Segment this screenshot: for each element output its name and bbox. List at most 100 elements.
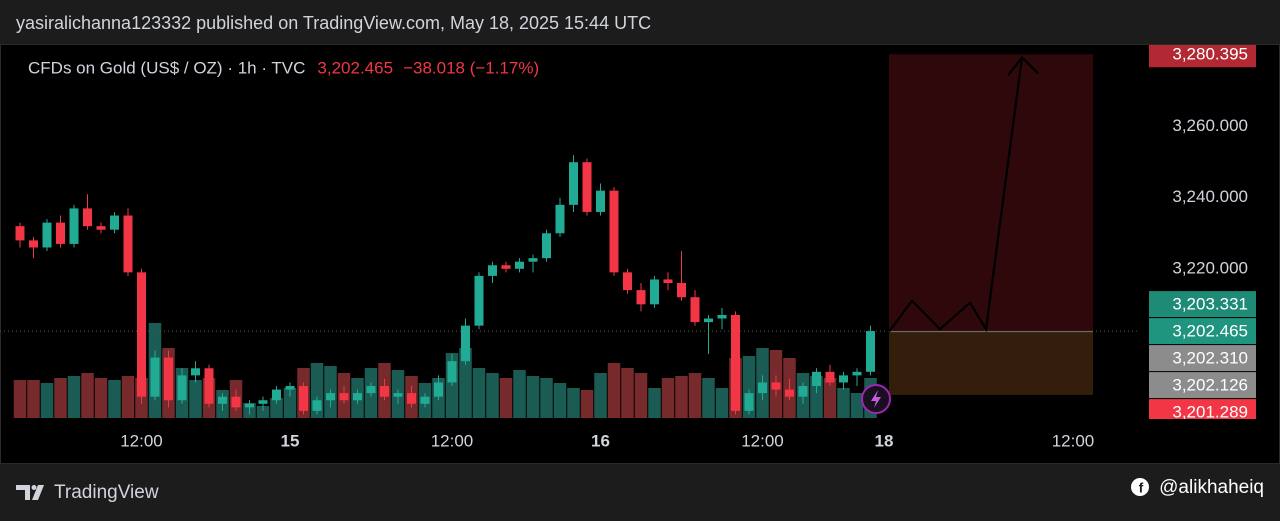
candle-body — [69, 208, 79, 244]
volume-bar — [13, 380, 27, 418]
candle-body — [866, 331, 875, 372]
candle-body — [393, 393, 403, 397]
logo-shape — [16, 485, 44, 500]
volume-bar — [486, 373, 499, 418]
candle-body — [447, 361, 457, 383]
candle-body — [663, 279, 673, 284]
candle-body — [596, 190, 605, 212]
volume-bar — [94, 378, 108, 418]
volume-bar — [580, 390, 594, 418]
tv-logo — [16, 485, 44, 500]
candle-body — [56, 222, 65, 244]
candle-body — [515, 261, 524, 269]
candle-body — [771, 382, 781, 390]
candle-body — [623, 272, 632, 291]
volume-bar — [823, 378, 837, 418]
volume-bar — [459, 348, 472, 418]
position-stop-zone — [889, 331, 1093, 395]
price-label-box — [1149, 291, 1256, 318]
candle-body — [582, 162, 592, 212]
candle-body — [785, 389, 794, 397]
candle-body — [501, 265, 511, 269]
candle-body — [339, 393, 349, 401]
volume-bar — [810, 376, 823, 418]
volume-bar — [472, 368, 486, 418]
alert-icon — [861, 384, 891, 414]
candle-body — [758, 382, 767, 394]
volume-bar — [526, 376, 540, 418]
candle-body — [96, 226, 106, 230]
price-label: 3,280.395 — [1172, 45, 1248, 64]
candle-body — [380, 386, 389, 397]
volume-bar — [607, 363, 621, 418]
candle-body — [407, 393, 416, 404]
candle-body — [528, 258, 538, 262]
candle-body — [366, 386, 376, 394]
brand: TradingView — [54, 482, 159, 503]
candle-body — [299, 386, 308, 411]
time-axis: 12:00 15 12:00 16 12:00 18 12:00 — [120, 431, 1094, 450]
price-label: 3,202.126 — [1172, 376, 1248, 395]
candle-body — [474, 275, 484, 326]
volume-bar — [189, 380, 202, 418]
volume-bar — [567, 388, 580, 418]
candle-body — [312, 400, 322, 411]
price-label: 3,202.465 — [1172, 322, 1248, 341]
candle-body — [420, 396, 430, 404]
price-label-box — [1149, 372, 1256, 399]
candle-body — [852, 371, 862, 376]
volume-bar — [27, 380, 40, 418]
volume-bar — [634, 373, 648, 418]
candle-body — [839, 375, 848, 383]
volume-bar — [67, 376, 81, 418]
volume-bar — [108, 380, 121, 418]
published-line: yasiralichanna123332 published on Tradin… — [16, 13, 651, 33]
projection-path — [888, 57, 1024, 333]
candle-body — [245, 403, 254, 408]
candle-body — [812, 371, 821, 387]
plot-area — [0, 54, 1140, 418]
price-label: 3,201.289 — [1172, 403, 1248, 422]
candle-body — [191, 368, 200, 376]
volume-bar — [540, 378, 553, 418]
candle-body — [609, 190, 619, 273]
x-tick-label: 15 — [281, 431, 300, 450]
x-tick-label: 18 — [875, 431, 894, 450]
candle-body — [636, 290, 646, 305]
x-tick-label: 12:00 — [431, 431, 474, 450]
volume-bar — [688, 373, 702, 418]
candle-body — [542, 233, 551, 259]
candle-body — [15, 226, 25, 241]
candle-body — [137, 272, 146, 397]
candle-body — [326, 393, 335, 401]
fb-circle — [1131, 478, 1149, 496]
candle-body — [258, 400, 268, 404]
last-price: 3,202.465 — [317, 58, 393, 77]
candle-body — [123, 215, 133, 273]
volume-bar — [256, 406, 270, 418]
volume-bar — [270, 398, 283, 418]
volume-bar — [837, 388, 850, 418]
candle-body — [677, 283, 686, 298]
symbol: CFDs on Gold (US$ / OZ) · 1h · TVC — [28, 58, 305, 77]
change: −38.018 (−1.17%) — [403, 58, 539, 77]
candle-body — [434, 382, 443, 397]
price-label-box — [1149, 399, 1256, 419]
x-tick-label: 16 — [591, 431, 610, 450]
price-label-box — [1149, 45, 1256, 68]
volume-bar — [661, 378, 675, 418]
candle-body — [353, 393, 362, 401]
y-tick-label: 3,260.000 — [1172, 116, 1248, 135]
volume-bar — [648, 388, 661, 418]
price-axis: 3,280.395 3,203.331 3,202.465 3,202.310 3,20… — [1149, 45, 1256, 422]
volume-bar — [715, 388, 729, 418]
volume-bar — [81, 373, 94, 418]
candle-body — [825, 371, 835, 383]
candle-body — [717, 314, 727, 319]
candle-body — [83, 208, 92, 227]
logo-dot — [31, 485, 37, 490]
volume-bar — [499, 378, 513, 418]
candle-body — [461, 325, 470, 362]
candle-body — [164, 357, 173, 401]
